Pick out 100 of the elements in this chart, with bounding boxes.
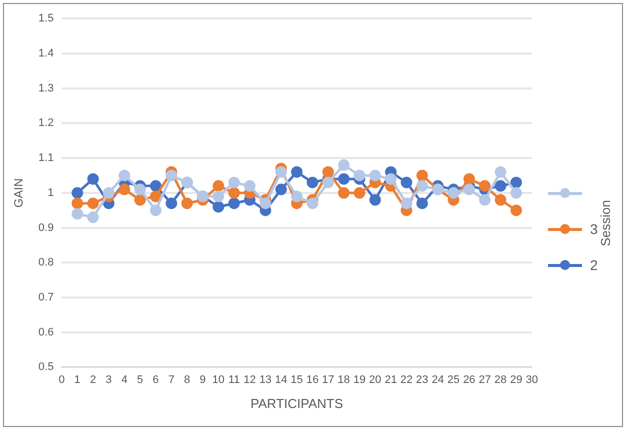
y-tick-label: 0.5: [38, 361, 54, 374]
point: [228, 198, 240, 210]
point: [306, 176, 318, 188]
point: [510, 176, 522, 188]
x-tick-label: 3: [106, 374, 112, 386]
x-tick-label: 21: [384, 374, 397, 386]
point: [354, 187, 366, 199]
legend-label: 2: [590, 257, 598, 273]
point: [494, 180, 506, 192]
x-tick-label: 2: [90, 374, 96, 386]
x-tick-label: 12: [244, 374, 256, 386]
y-tick-label: 1.3: [38, 82, 54, 94]
x-tick-label: 28: [494, 374, 507, 386]
point: [400, 176, 412, 188]
point: [400, 198, 412, 210]
point: [463, 173, 475, 185]
point: [228, 176, 240, 188]
x-tick-label: 24: [432, 374, 444, 386]
point: [416, 180, 428, 192]
point: [275, 166, 287, 178]
x-tick-label: 26: [463, 374, 476, 386]
y-axis-title: GAIN: [12, 178, 26, 208]
point: [510, 187, 522, 199]
point: [494, 194, 506, 206]
point: [244, 180, 256, 192]
point: [275, 184, 287, 196]
point: [338, 187, 350, 199]
point: [306, 198, 318, 210]
point: [369, 170, 381, 182]
point: [448, 187, 460, 199]
legend-title: Session: [598, 200, 613, 246]
y-tick-label: 1.4: [38, 47, 54, 60]
x-tick-label: 23: [416, 374, 428, 386]
point: [87, 173, 99, 185]
point: [291, 166, 303, 178]
point: [322, 166, 334, 178]
point: [479, 180, 491, 192]
y-tick-label: 1.5: [38, 12, 54, 25]
x-tick-label: 10: [212, 374, 225, 386]
y-tick-label: 0.9: [38, 222, 54, 234]
point: [260, 198, 272, 210]
point: [291, 190, 303, 202]
x-axis-title: PARTICIPANTS: [250, 396, 344, 411]
x-tick-label: 8: [184, 374, 190, 386]
point: [118, 184, 130, 196]
x-tick-label: 22: [400, 374, 413, 386]
point: [102, 187, 114, 199]
point: [510, 204, 522, 216]
y-tick-label: 1.2: [38, 117, 54, 130]
x-tick-label: 19: [353, 374, 366, 386]
x-tick-label: 17: [322, 374, 334, 386]
point: [228, 187, 240, 199]
x-tick-label: 6: [152, 374, 159, 386]
y-tick-label: 1: [48, 186, 54, 199]
y-tick-label: 1.1: [38, 152, 54, 164]
point: [166, 170, 178, 182]
point: [416, 198, 428, 210]
point: [338, 173, 350, 185]
point: [166, 198, 178, 210]
point: [150, 180, 162, 192]
x-tick-label: 27: [478, 374, 491, 386]
x-tick-label: 25: [447, 374, 460, 386]
x-tick-label: 14: [274, 374, 288, 386]
x-tick-label: 20: [369, 374, 382, 386]
x-tick-label: 5: [136, 374, 144, 386]
point: [354, 170, 366, 182]
x-tick-label: 15: [290, 374, 303, 386]
point: [87, 198, 99, 210]
point: [181, 198, 193, 210]
y-tick-label: 0.6: [38, 326, 54, 338]
legend-label: 3: [590, 221, 598, 237]
y-tick-label: 0.8: [38, 256, 54, 269]
point: [322, 176, 334, 188]
point: [150, 190, 162, 202]
point: [385, 173, 397, 185]
point: [72, 198, 84, 210]
x-tick-label: 0: [58, 374, 65, 386]
point: [212, 180, 224, 192]
point: [118, 170, 130, 182]
point: [338, 159, 350, 171]
point: [369, 194, 381, 206]
x-tick-label: 7: [168, 374, 174, 386]
point: [87, 212, 99, 224]
x-tick-label: 11: [228, 374, 240, 386]
x-tick-label: 18: [338, 374, 350, 386]
x-tick-label: 16: [306, 374, 319, 386]
point: [134, 194, 146, 206]
point: [72, 187, 84, 199]
x-tick-label: 1: [74, 374, 80, 386]
point: [134, 184, 146, 196]
x-tick-label: 13: [259, 374, 272, 386]
x-tick-label: 29: [510, 374, 522, 386]
point: [212, 190, 224, 202]
point: [416, 170, 428, 182]
y-tick-label: 0.7: [38, 292, 54, 304]
x-tick-label: 30: [526, 374, 538, 386]
point: [463, 184, 475, 196]
point: [72, 208, 84, 220]
point: [150, 204, 162, 216]
point: [479, 194, 491, 206]
